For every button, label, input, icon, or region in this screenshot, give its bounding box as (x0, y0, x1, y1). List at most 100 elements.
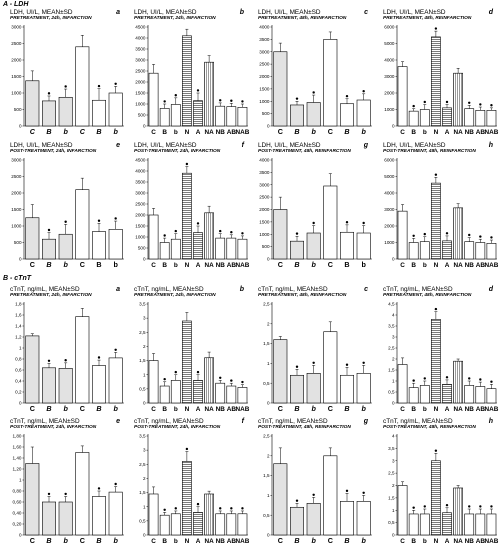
bar (397, 364, 408, 404)
bar (58, 96, 73, 127)
category-label: N (434, 129, 439, 136)
significance-dot (468, 233, 471, 237)
significance-dot (185, 447, 189, 451)
y-tick-label: 500 (14, 107, 22, 112)
y-tick-label: 1,40 (13, 456, 22, 461)
significance-dot (97, 84, 101, 88)
significance-dot (114, 82, 117, 86)
bar (42, 501, 56, 536)
significance-dot (434, 173, 438, 176)
category-label: b (113, 404, 118, 413)
category-label: NAB (236, 262, 250, 269)
significance-dot (241, 380, 244, 384)
bar (108, 229, 123, 260)
y-tick-label: 5000 (384, 41, 395, 46)
significance-dot (434, 27, 438, 30)
chart-panel: cTnT, ng/mL, MEAN±SD POST-TREATMENT, 24h,… (4, 418, 129, 550)
bar (226, 106, 237, 127)
bar (170, 380, 181, 404)
y-tick-label: 1,20 (13, 467, 22, 472)
significance-dot (196, 222, 200, 225)
category-label: b (361, 127, 366, 136)
bar (475, 110, 486, 127)
y-tick-label: 2,5 (388, 346, 395, 351)
category-label: AB (227, 129, 237, 136)
y-tick-label: 4 (392, 313, 395, 318)
significance-dot (490, 380, 493, 383)
significance-dot (423, 100, 426, 104)
significance-dot (47, 228, 51, 232)
category-label: b (311, 127, 316, 136)
y-tick-label: 1500 (11, 207, 22, 212)
category-label: N (185, 262, 190, 269)
y-tick-label: 0 (143, 257, 146, 262)
bar (464, 513, 475, 536)
bar (340, 374, 354, 404)
y-tick-label: 3,5 (388, 446, 395, 451)
category-label: B (96, 127, 101, 136)
significance-dot (362, 221, 365, 225)
y-tick-label: 0,5 (139, 386, 146, 391)
bar (486, 388, 497, 404)
bar (75, 189, 90, 260)
bar (182, 35, 192, 127)
y-tick-label: 0 (267, 257, 270, 262)
category-label: NAB (236, 538, 250, 545)
y-tick-label: 3500 (259, 37, 270, 42)
y-tick-label: 2 (267, 321, 270, 326)
y-tick-label: 0 (143, 401, 146, 406)
bar (356, 373, 371, 404)
y-tick-label: 0,80 (13, 489, 22, 494)
category-label: B (162, 129, 167, 136)
y-tick-label: 2,5 (263, 302, 270, 307)
category-label: A (196, 262, 201, 269)
y-tick-label: 0 (19, 533, 22, 538)
significance-dot (163, 100, 166, 103)
bar (408, 387, 419, 404)
category-label: C (400, 262, 405, 269)
panel-subtitle: PRETREATMENT, 24h, INFARCTION (10, 293, 92, 298)
panel-letter: c (364, 286, 368, 293)
significance-dot (97, 487, 101, 490)
bar (148, 493, 159, 536)
y-tick-label: 0 (267, 124, 270, 129)
category-label: b (423, 262, 427, 269)
category-label: b (63, 260, 68, 269)
y-tick-label: 6000 (384, 158, 395, 163)
bar (25, 463, 40, 536)
bar (92, 496, 106, 536)
y-tick-label: 4 (392, 434, 395, 439)
y-tick-label: 2 (267, 453, 270, 458)
y-tick-label: 3000 (259, 182, 270, 187)
bar (75, 46, 90, 127)
y-tick-label: 4000 (384, 58, 395, 63)
y-tick-label: 0 (392, 257, 395, 262)
significance-dot (64, 85, 67, 88)
bar (92, 99, 106, 127)
significance-dot (230, 231, 233, 234)
y-tick-label: 2500 (259, 195, 270, 200)
category-label: B (294, 536, 299, 545)
chart-panel: cTnT, ng/mL, MEAN±SD PRETREATMENT, 24h, I… (4, 286, 129, 418)
significance-dot (97, 356, 101, 359)
y-tick-label: 3 (143, 316, 146, 321)
y-tick-label: 1,8 (15, 302, 22, 307)
bar (306, 373, 321, 404)
category-label: C (278, 536, 283, 545)
significance-dot (479, 235, 482, 238)
panel-letter: f (241, 142, 244, 149)
y-tick-label: 1000 (11, 91, 22, 96)
bar (25, 217, 40, 260)
panel-subtitle: PRETREATMENT, 48h, REINFARCTION (383, 16, 472, 21)
category-label: C (400, 406, 405, 413)
y-tick-label: 3000 (135, 58, 146, 63)
category-label: b (174, 262, 178, 269)
y-tick-label: 500 (14, 240, 22, 245)
bar (397, 66, 408, 127)
significance-dot (412, 506, 415, 509)
y-tick-label: 3500 (259, 170, 270, 175)
category-label: AB (476, 406, 486, 413)
y-tick-label: 1000 (384, 107, 395, 112)
